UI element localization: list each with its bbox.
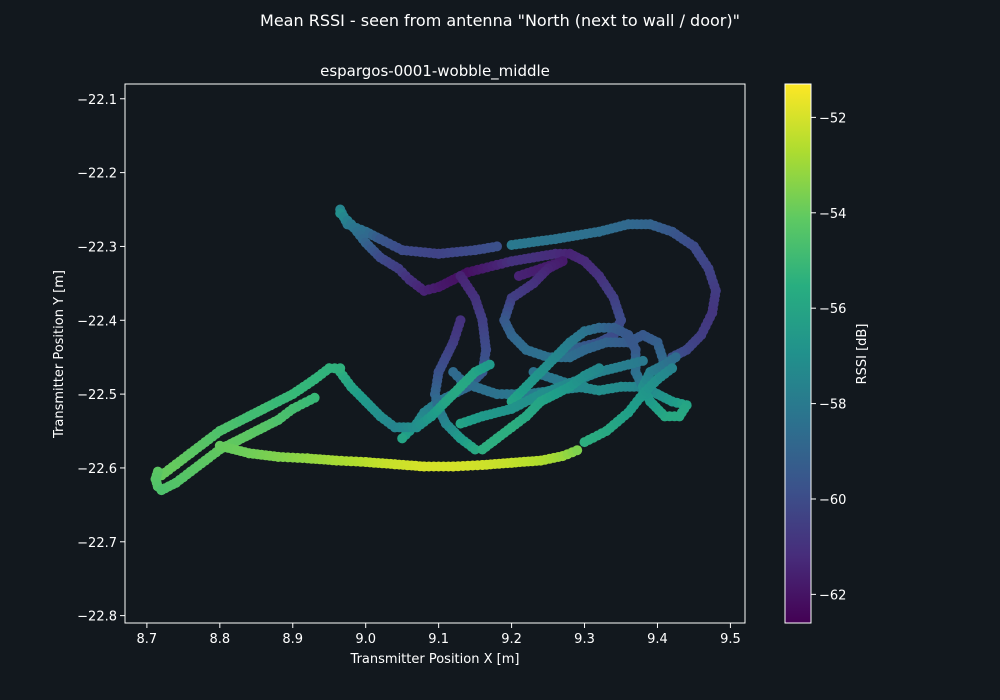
x-tick-label: 9.3 [574, 632, 595, 647]
x-tick-label: 8.7 [137, 632, 158, 647]
x-tick-label: 8.8 [209, 632, 230, 647]
scatter-point [484, 359, 495, 370]
plot-frame [124, 83, 746, 624]
scatter-point [156, 485, 167, 496]
scatter-point [335, 363, 346, 374]
y-tick-label: −22.7 [77, 536, 117, 551]
x-tick-label: 9.0 [355, 632, 376, 647]
y-tick-label: −22.6 [77, 462, 117, 477]
scatter-point [670, 352, 681, 363]
x-axis-ticks: 8.7 8.8 8.9 9.0 9.1 9.2 9.3 9.4 9.5 [137, 623, 741, 647]
colorbar-tick-label: −52 [819, 111, 846, 126]
y-tick-label: −22.1 [77, 93, 117, 108]
scatter-points [150, 204, 721, 496]
x-tick-label: 9.4 [647, 632, 668, 647]
scatter-point [470, 444, 481, 455]
colorbar-tick-label: −54 [819, 207, 846, 222]
scatter-point [397, 433, 408, 444]
figure-suptitle: Mean RSSI - seen from antenna "North (ne… [260, 11, 740, 30]
x-tick-label: 9.5 [720, 632, 741, 647]
x-tick-label: 9.1 [428, 632, 449, 647]
colorbar-tick-label: −60 [819, 493, 846, 508]
y-axis-label: Transmitter Position Y [m] [52, 270, 67, 439]
y-tick-label: −22.2 [77, 167, 117, 182]
scatter-point [448, 367, 459, 377]
scatter-point [492, 241, 502, 252]
y-tick-label: −22.3 [77, 240, 117, 255]
scatter-point [309, 392, 320, 403]
colorbar-tick-label: −62 [819, 588, 846, 603]
scatter-point [667, 363, 678, 374]
y-tick-label: −22.4 [77, 314, 117, 329]
plot-title: espargos-0001-wobble_middle [320, 62, 550, 81]
colorbar [785, 84, 811, 623]
scatter-point [637, 355, 648, 366]
x-tick-label: 9.2 [501, 632, 522, 647]
colorbar-frame [784, 83, 812, 624]
colorbar-ticks: −52 −54 −56 −58 −60 −62 [811, 111, 846, 603]
x-axis-label: Transmitter Position X [m] [350, 652, 520, 667]
colorbar-label: RSSI [dB] [855, 324, 870, 385]
y-tick-label: −22.5 [77, 388, 117, 403]
scatter-point [594, 363, 605, 374]
colorbar-tick-label: −56 [819, 302, 846, 317]
x-tick-label: 8.9 [282, 632, 303, 647]
y-axis-ticks: −22.1 −22.2 −22.3 −22.4 −22.5 −22.6 −22.7 −22.8 [77, 93, 125, 625]
scatter-point [572, 445, 583, 456]
y-tick-label: −22.8 [77, 610, 117, 625]
colorbar-tick-label: −58 [819, 398, 846, 413]
